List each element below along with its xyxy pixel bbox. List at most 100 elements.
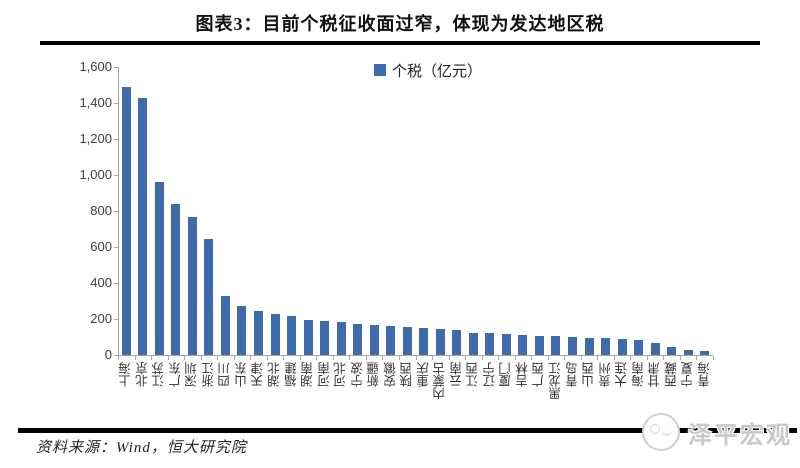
x-tick-mark bbox=[481, 356, 483, 360]
bar-湖北 bbox=[270, 313, 280, 355]
x-axis-label-黑龙江: 黑龙江 bbox=[548, 362, 563, 400]
bar-北京 bbox=[138, 97, 148, 355]
bar-浙江 bbox=[204, 238, 214, 355]
y-tick-label: 1,400 bbox=[79, 95, 112, 110]
x-tick-mark bbox=[365, 356, 367, 360]
x-axis-label-安徽: 安徽 bbox=[383, 362, 398, 387]
x-tick-mark bbox=[630, 356, 632, 360]
bar-深圳 bbox=[187, 217, 197, 355]
x-tick-mark bbox=[646, 356, 648, 360]
x-axis-label-浙江: 浙江 bbox=[201, 362, 216, 387]
x-tick-mark bbox=[349, 356, 351, 360]
x-tick-mark bbox=[465, 356, 467, 360]
bar-四川 bbox=[220, 295, 230, 355]
x-axis-label-广东: 广东 bbox=[168, 362, 183, 387]
x-tick-mark bbox=[332, 356, 334, 360]
x-axis-label-辽宁: 辽宁 bbox=[482, 362, 497, 387]
y-tick-mark bbox=[114, 138, 118, 140]
bar-福建 bbox=[287, 316, 297, 355]
bar-重庆 bbox=[419, 327, 429, 355]
x-tick-mark bbox=[580, 356, 582, 360]
x-tick-mark bbox=[151, 356, 153, 360]
x-tick-mark bbox=[217, 356, 219, 360]
bar-河北 bbox=[336, 322, 346, 355]
bar-宁波 bbox=[353, 324, 363, 355]
watermark: 泽平宏观 bbox=[642, 412, 792, 452]
x-axis-label-重庆: 重庆 bbox=[416, 362, 431, 387]
x-axis-label-湖北: 湖北 bbox=[268, 362, 282, 387]
x-tick-mark bbox=[564, 356, 566, 360]
x-tick-mark bbox=[266, 356, 268, 360]
x-tick-mark bbox=[134, 356, 136, 360]
bar-海南 bbox=[634, 339, 644, 355]
x-axis-label-四川: 四川 bbox=[218, 362, 233, 387]
x-axis-label-宁夏: 宁夏 bbox=[681, 362, 696, 387]
bar-山西 bbox=[584, 337, 594, 355]
x-tick-mark bbox=[514, 356, 516, 360]
bar-云南 bbox=[452, 329, 462, 355]
x-axis-label-江西: 江西 bbox=[466, 362, 481, 387]
x-axis-label-内蒙古: 内蒙古 bbox=[433, 362, 448, 400]
y-tick-label: 1,600 bbox=[79, 59, 112, 74]
x-axis-label-青岛: 青岛 bbox=[565, 362, 580, 387]
x-tick-mark bbox=[184, 356, 186, 360]
bar-湖南 bbox=[303, 319, 313, 355]
chart-legend: 个税（亿元） bbox=[374, 61, 483, 80]
bar-新疆 bbox=[369, 325, 379, 355]
y-tick-label: 400 bbox=[90, 275, 112, 290]
y-tick-label: 200 bbox=[90, 311, 112, 326]
x-axis-label-福建: 福建 bbox=[284, 362, 299, 387]
y-tick-mark bbox=[114, 282, 118, 284]
y-tick-label: 1,200 bbox=[79, 131, 112, 146]
bar-甘肃 bbox=[650, 343, 660, 355]
x-axis-line bbox=[118, 355, 713, 356]
bar-天津 bbox=[253, 310, 263, 355]
x-axis-label-宁波: 宁波 bbox=[350, 362, 365, 387]
bar-江苏 bbox=[154, 182, 164, 355]
x-axis-label-河北: 河北 bbox=[334, 362, 349, 387]
x-axis-label-陕西: 陕西 bbox=[400, 362, 415, 387]
x-axis-label-深圳: 深圳 bbox=[185, 362, 200, 387]
bar-大连 bbox=[617, 339, 627, 355]
x-tick-mark bbox=[696, 356, 698, 360]
bar-广西 bbox=[534, 335, 544, 355]
zepinghongguan-logo-icon bbox=[642, 413, 680, 451]
y-tick-mark bbox=[114, 246, 118, 248]
x-axis-label-大连: 大连 bbox=[615, 362, 630, 387]
y-axis-line bbox=[118, 67, 119, 355]
x-tick-mark bbox=[663, 356, 665, 360]
chart-title: 图表3：目前个税征收面过窄，体现为发达地区税 bbox=[195, 14, 605, 34]
x-tick-mark bbox=[448, 356, 450, 360]
bar-辽宁 bbox=[485, 333, 495, 355]
x-tick-mark bbox=[613, 356, 615, 360]
x-axis-label-上海: 上海 bbox=[119, 362, 134, 387]
bar-贵州 bbox=[601, 338, 611, 355]
bar-厦门 bbox=[501, 334, 511, 355]
bar-江西 bbox=[468, 332, 478, 355]
x-axis-label-甘肃: 甘肃 bbox=[648, 362, 663, 387]
bar-陕西 bbox=[402, 326, 412, 355]
x-tick-mark bbox=[283, 356, 285, 360]
legend-swatch-icon bbox=[374, 64, 386, 76]
x-tick-mark bbox=[118, 356, 119, 360]
bar-青海 bbox=[700, 350, 710, 355]
x-axis-label-新疆: 新疆 bbox=[367, 362, 382, 387]
x-tick-mark bbox=[531, 356, 533, 360]
x-tick-mark bbox=[167, 356, 169, 360]
x-tick-mark bbox=[200, 356, 202, 360]
x-axis-label-江苏: 江苏 bbox=[152, 362, 167, 387]
title-divider-rule bbox=[40, 41, 760, 45]
x-axis-label-厦门: 厦门 bbox=[499, 362, 514, 387]
bar-青岛 bbox=[568, 337, 577, 355]
y-tick-label: 800 bbox=[90, 203, 112, 218]
x-axis-label-西藏: 西藏 bbox=[664, 362, 679, 387]
x-axis-label-青海: 青海 bbox=[697, 362, 712, 387]
x-tick-mark bbox=[415, 356, 417, 360]
y-tick-mark bbox=[114, 210, 118, 212]
bar-内蒙古 bbox=[435, 328, 445, 355]
x-axis-label-海南: 海南 bbox=[631, 362, 646, 387]
x-tick-mark bbox=[233, 356, 235, 360]
legend-label: 个税（亿元） bbox=[392, 62, 483, 80]
